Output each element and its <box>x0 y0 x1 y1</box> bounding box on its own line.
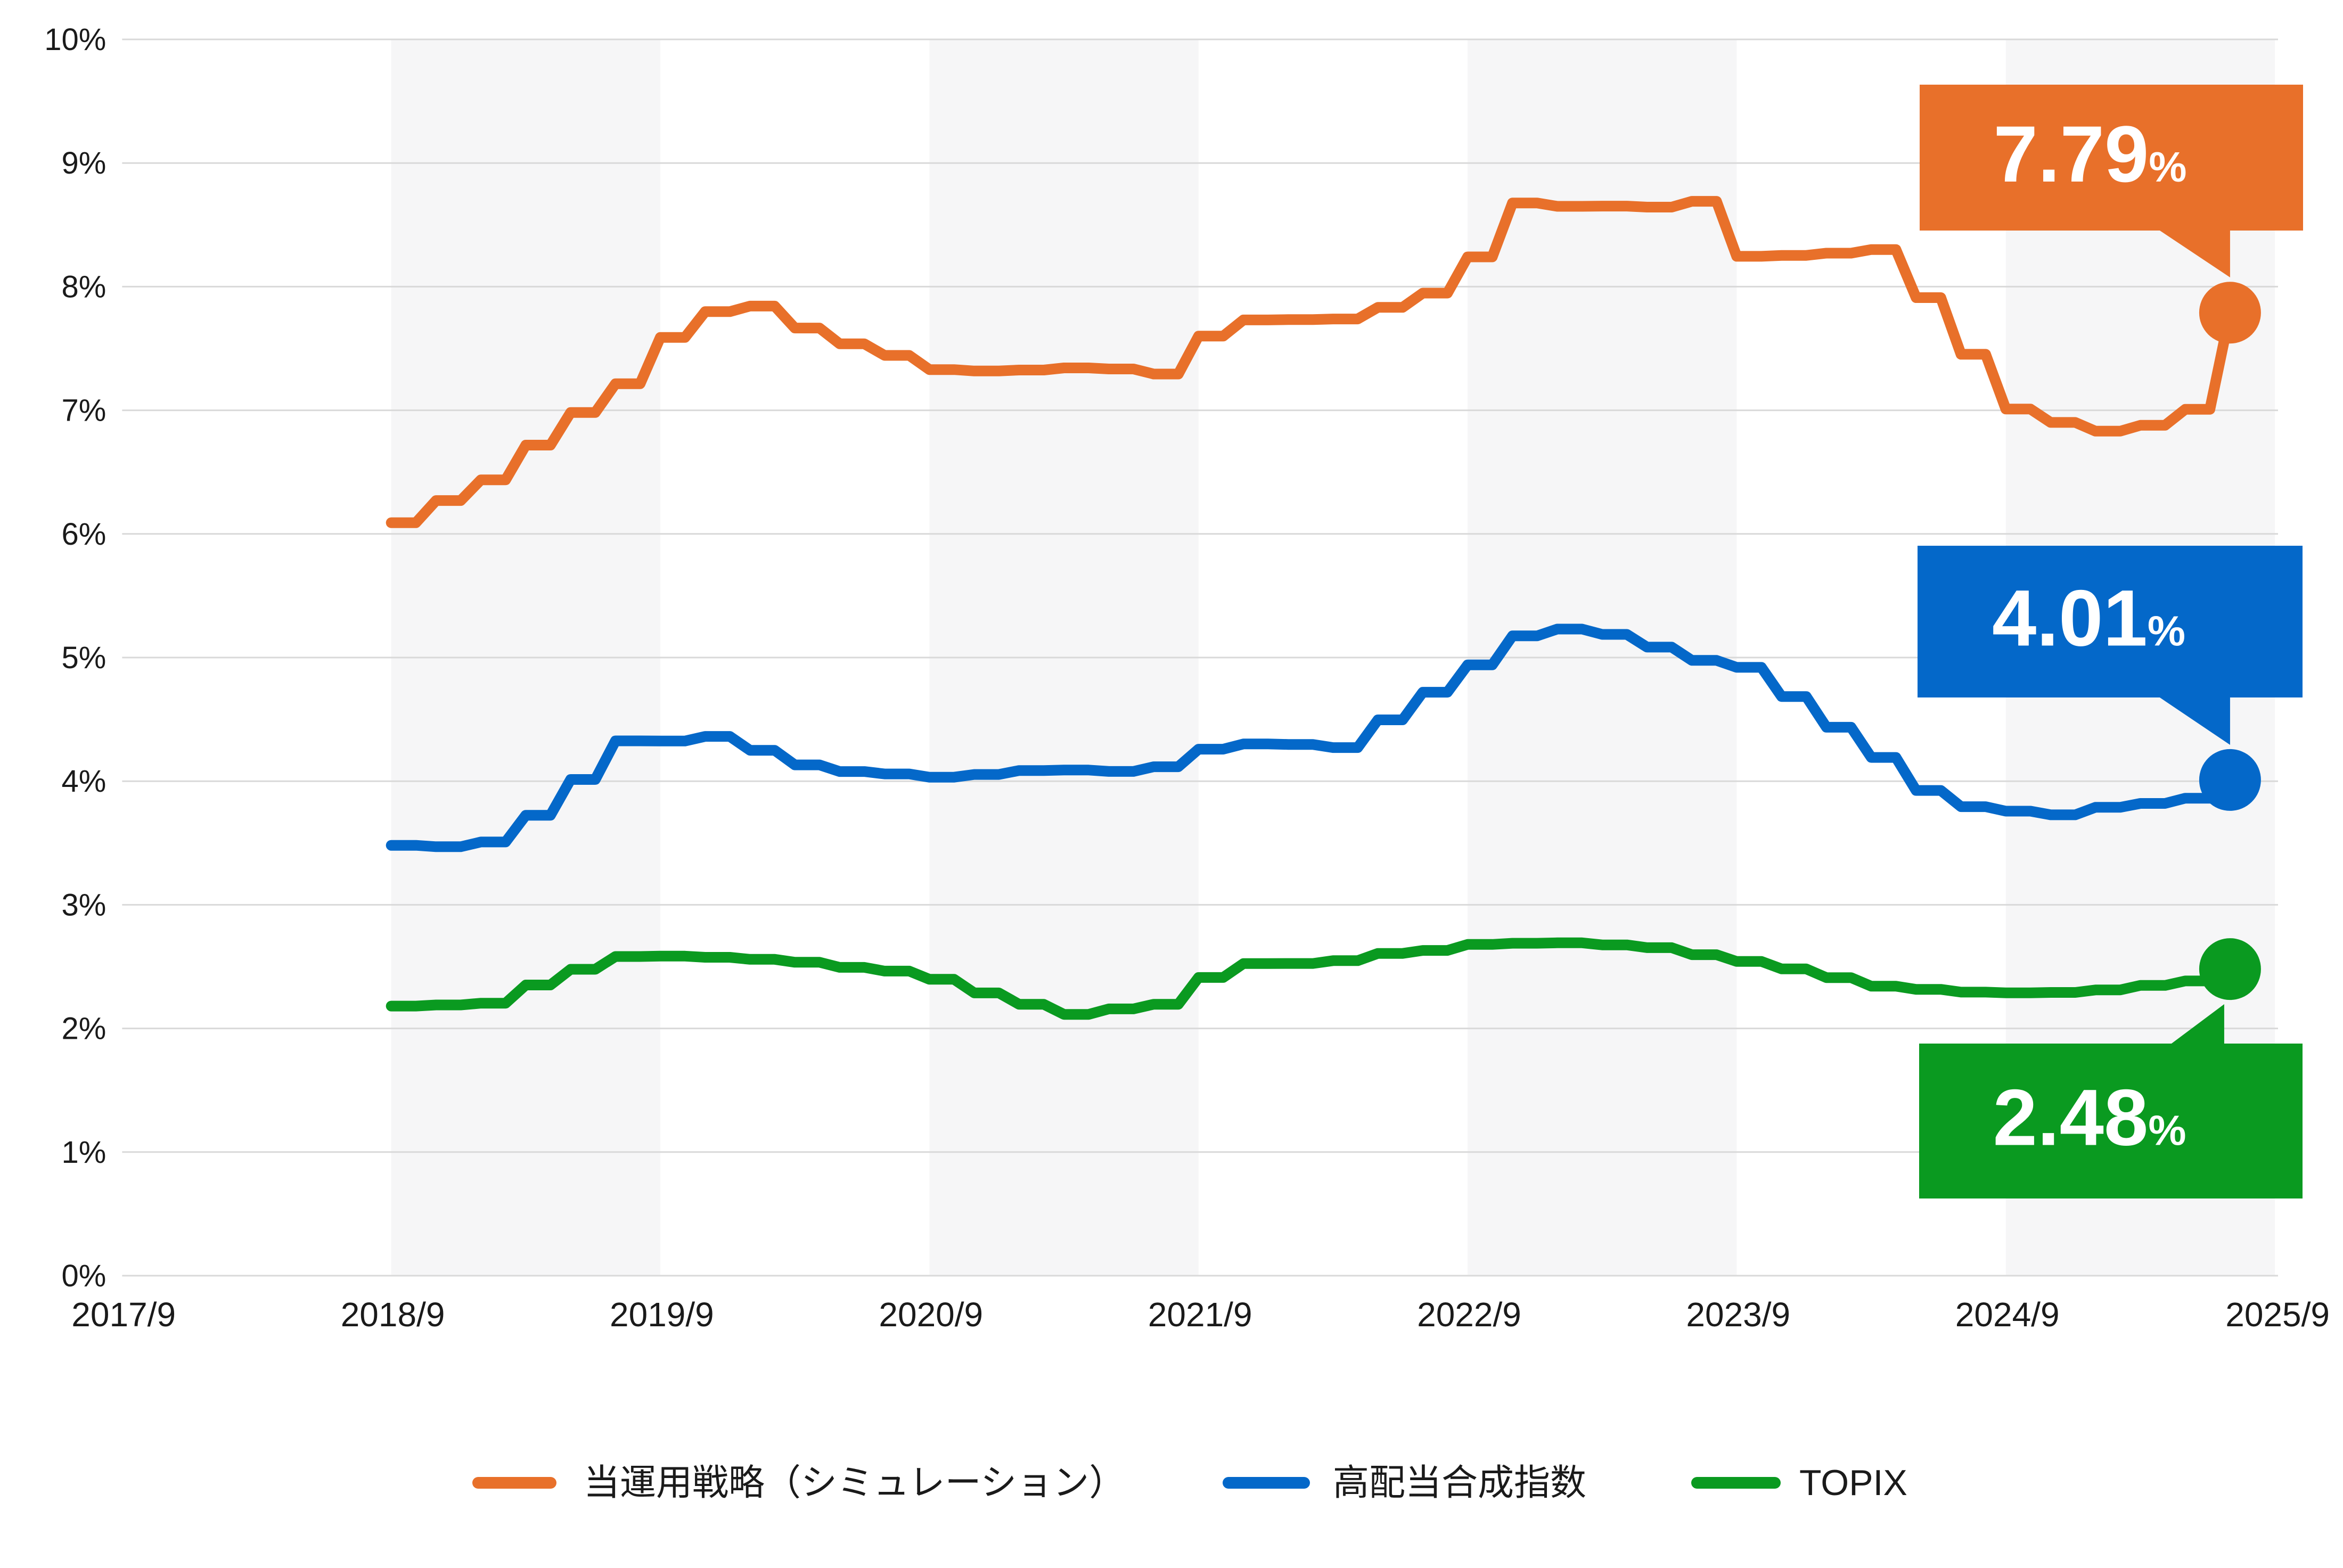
svg-text:高配当合成指数: 高配当合成指数 <box>1333 1463 1586 1503</box>
svg-text:0%: 0% <box>62 1259 106 1293</box>
svg-text:2025/9: 2025/9 <box>2225 1295 2330 1334</box>
svg-text:TOPIX: TOPIX <box>1799 1463 1907 1503</box>
svg-text:2017/9: 2017/9 <box>71 1295 176 1334</box>
svg-text:4%: 4% <box>62 764 106 799</box>
svg-text:2021/9: 2021/9 <box>1148 1295 1252 1334</box>
svg-text:2020/9: 2020/9 <box>879 1295 983 1334</box>
svg-text:3%: 3% <box>62 888 106 922</box>
svg-text:8%: 8% <box>62 269 106 304</box>
svg-text:7%: 7% <box>62 393 106 428</box>
svg-text:10%: 10% <box>44 22 106 57</box>
svg-text:2018/9: 2018/9 <box>341 1295 445 1334</box>
svg-text:5%: 5% <box>62 641 106 675</box>
svg-text:2019/9: 2019/9 <box>610 1295 714 1334</box>
svg-text:2023/9: 2023/9 <box>1686 1295 1790 1334</box>
svg-text:9%: 9% <box>62 146 106 180</box>
svg-text:2022/9: 2022/9 <box>1417 1295 1521 1334</box>
svg-text:2%: 2% <box>62 1012 106 1046</box>
svg-text:6%: 6% <box>62 517 106 552</box>
svg-text:1%: 1% <box>62 1135 106 1170</box>
svg-text:当運用戦略（シミュレーション）: 当運用戦略（シミュレーション） <box>584 1463 1125 1503</box>
svg-text:2024/9: 2024/9 <box>1955 1295 2060 1334</box>
